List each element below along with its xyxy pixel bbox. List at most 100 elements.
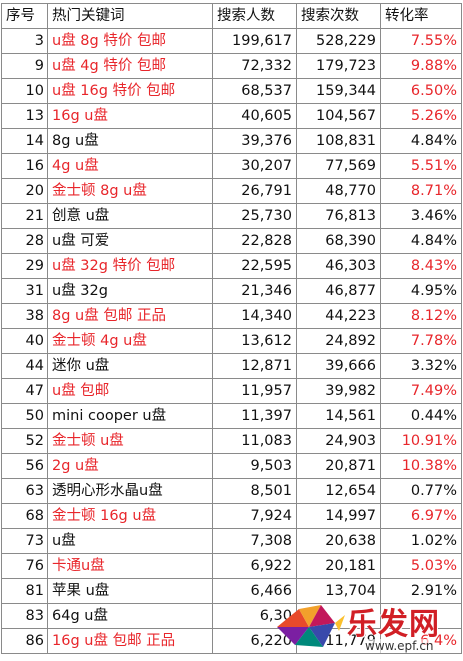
table-row: 21 创意 u盘 25,730 76,813 3.46%	[1, 203, 462, 229]
search-users-cell: 21,346	[212, 278, 297, 304]
search-times-cell: 39,666	[296, 353, 381, 379]
rank-cell: 56	[1, 453, 48, 479]
search-users-cell: 6,30	[212, 603, 297, 629]
table-row: 47 u盘 包邮 11,957 39,982 7.49%	[1, 378, 462, 404]
search-times-cell: 44,223	[296, 303, 381, 329]
table-row: 14 8g u盘 39,376 108,831 4.84%	[1, 128, 462, 154]
search-times-cell: 77,569	[296, 153, 381, 179]
keyword-table: 序号 热门关键词 搜索人数 搜索次数 转化率 3 u盘 8g 特价 包邮 199,6…	[1, 3, 462, 654]
header-keyword: 热门关键词	[47, 3, 213, 29]
search-users-cell: 6,220	[212, 628, 297, 654]
rank-cell: 16	[1, 153, 48, 179]
table-row: 28 u盘 可爱 22,828 68,390 4.84%	[1, 228, 462, 254]
search-users-cell: 22,828	[212, 228, 297, 254]
search-times-cell	[296, 603, 381, 629]
conversion-rate-cell: 6.4%	[380, 628, 462, 654]
rank-cell: 83	[1, 603, 48, 629]
keyword-cell: 金士顿 16g u盘	[47, 503, 213, 529]
search-times-cell: 14,561	[296, 403, 381, 429]
keyword-cell: 8g u盘	[47, 128, 213, 154]
search-times-cell: 14,997	[296, 503, 381, 529]
rank-cell: 76	[1, 553, 48, 579]
keyword-cell: 8g u盘 包邮 正品	[47, 303, 213, 329]
keyword-cell: u盘 4g 特价 包邮	[47, 53, 213, 79]
search-times-cell: 24,892	[296, 328, 381, 354]
search-times-cell: 48,770	[296, 178, 381, 204]
keyword-cell: 苹果 u盘	[47, 578, 213, 604]
search-users-cell: 22,595	[212, 253, 297, 279]
conversion-rate-cell: 0.44%	[380, 403, 462, 429]
search-times-cell: 12,654	[296, 478, 381, 504]
search-times-cell: 528,229	[296, 28, 381, 54]
table-row: 86 16g u盘 包邮 正品 6,220 11,779 6.4%	[1, 628, 462, 654]
table-row: 44 迷你 u盘 12,871 39,666 3.32%	[1, 353, 462, 379]
conversion-rate-cell: 5.51%	[380, 153, 462, 179]
conversion-rate-cell: 10.38%	[380, 453, 462, 479]
table-row: 73 u盘 7,308 20,638 1.02%	[1, 528, 462, 554]
search-times-cell: 20,871	[296, 453, 381, 479]
conversion-rate-cell: 8.12%	[380, 303, 462, 329]
table-row: 38 8g u盘 包邮 正品 14,340 44,223 8.12%	[1, 303, 462, 329]
search-times-cell: 39,982	[296, 378, 381, 404]
keyword-cell: u盘 32g	[47, 278, 213, 304]
keyword-cell: u盘 32g 特价 包邮	[47, 253, 213, 279]
conversion-rate-cell: 9.88%	[380, 53, 462, 79]
table-body: 3 u盘 8g 特价 包邮 199,617 528,229 7.55% 9 u盘 4g 特价…	[1, 28, 462, 654]
keyword-cell: 卡通u盘	[47, 553, 213, 579]
conversion-rate-cell: 5.26%	[380, 103, 462, 129]
table-row: 76 卡通u盘 6,922 20,181 5.03%	[1, 553, 462, 579]
table-row: 83 64g u盘 6,30	[1, 603, 462, 629]
search-times-cell: 13,704	[296, 578, 381, 604]
rank-cell: 73	[1, 528, 48, 554]
conversion-rate-cell: 4.84%	[380, 228, 462, 254]
search-users-cell: 11,083	[212, 428, 297, 454]
search-times-cell: 159,344	[296, 78, 381, 104]
conversion-rate-cell: 4.84%	[380, 128, 462, 154]
table-row: 40 金士顿 4g u盘 13,612 24,892 7.78%	[1, 328, 462, 354]
search-users-cell: 7,308	[212, 528, 297, 554]
keyword-cell: u盘 可爱	[47, 228, 213, 254]
rank-cell: 52	[1, 428, 48, 454]
keyword-cell: 16g u盘	[47, 103, 213, 129]
search-users-cell: 40,605	[212, 103, 297, 129]
rank-cell: 47	[1, 378, 48, 404]
keyword-cell: u盘 包邮	[47, 378, 213, 404]
header-row: 序号 热门关键词 搜索人数 搜索次数 转化率	[1, 3, 462, 29]
search-times-cell: 20,181	[296, 553, 381, 579]
table-row: 3 u盘 8g 特价 包邮 199,617 528,229 7.55%	[1, 28, 462, 54]
search-users-cell: 39,376	[212, 128, 297, 154]
table-row: 68 金士顿 16g u盘 7,924 14,997 6.97%	[1, 503, 462, 529]
search-users-cell: 9,503	[212, 453, 297, 479]
header-search-times: 搜索次数	[296, 3, 381, 29]
rank-cell: 44	[1, 353, 48, 379]
rank-cell: 14	[1, 128, 48, 154]
rank-cell: 68	[1, 503, 48, 529]
conversion-rate-cell: 7.55%	[380, 28, 462, 54]
rank-cell: 50	[1, 403, 48, 429]
conversion-rate-cell: 5.03%	[380, 553, 462, 579]
table-row: 52 金士顿 u盘 11,083 24,903 10.91%	[1, 428, 462, 454]
conversion-rate-cell: 8.43%	[380, 253, 462, 279]
keyword-cell: 金士顿 u盘	[47, 428, 213, 454]
conversion-rate-cell: 1.02%	[380, 528, 462, 554]
conversion-rate-cell: 7.49%	[380, 378, 462, 404]
search-users-cell: 13,612	[212, 328, 297, 354]
search-users-cell: 7,924	[212, 503, 297, 529]
conversion-rate-cell: 6.97%	[380, 503, 462, 529]
search-users-cell: 199,617	[212, 28, 297, 54]
conversion-rate-cell: 7.78%	[380, 328, 462, 354]
search-users-cell: 11,397	[212, 403, 297, 429]
search-users-cell: 30,207	[212, 153, 297, 179]
search-users-cell: 26,791	[212, 178, 297, 204]
conversion-rate-cell: 6.50%	[380, 78, 462, 104]
header-search-users: 搜索人数	[212, 3, 297, 29]
search-times-cell: 68,390	[296, 228, 381, 254]
rank-cell: 28	[1, 228, 48, 254]
conversion-rate-cell	[380, 603, 462, 629]
table-row: 31 u盘 32g 21,346 46,877 4.95%	[1, 278, 462, 304]
search-users-cell: 11,957	[212, 378, 297, 404]
keyword-cell: u盘	[47, 528, 213, 554]
keyword-cell: mini cooper u盘	[47, 403, 213, 429]
search-times-cell: 104,567	[296, 103, 381, 129]
keyword-cell: u盘 8g 特价 包邮	[47, 28, 213, 54]
